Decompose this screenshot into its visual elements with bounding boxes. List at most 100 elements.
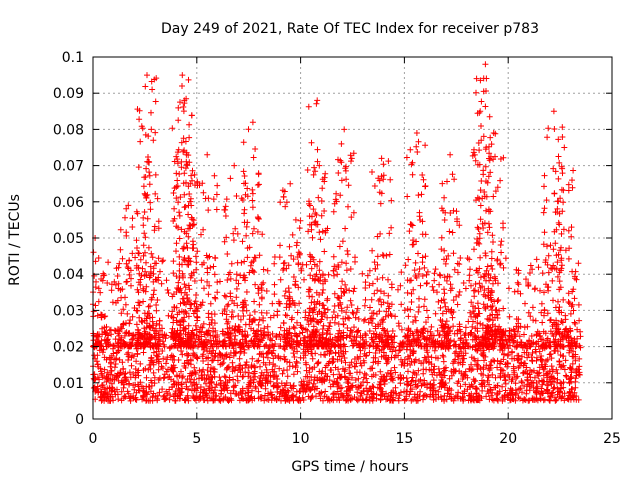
data-point [379, 343, 386, 350]
data-point [136, 107, 143, 114]
data-point [454, 327, 461, 334]
data-point [105, 371, 112, 378]
data-point [153, 320, 160, 327]
data-point [573, 276, 580, 283]
data-point [338, 330, 345, 337]
data-point [564, 395, 571, 402]
data-point [559, 319, 566, 326]
data-point [483, 75, 490, 82]
data-point [366, 282, 373, 289]
data-point [513, 390, 520, 397]
data-point [258, 372, 264, 379]
data-point [331, 272, 337, 279]
data-point [431, 277, 438, 284]
data-point [457, 255, 464, 261]
data-point [468, 354, 475, 361]
data-point [331, 303, 338, 309]
data-point [414, 397, 421, 404]
data-point [213, 206, 220, 213]
data-point [421, 335, 428, 342]
data-point [414, 327, 421, 333]
data-point [314, 385, 320, 392]
data-point [474, 328, 481, 335]
data-point [535, 338, 542, 345]
data-point [272, 363, 278, 369]
data-point [114, 326, 121, 333]
data-point [402, 333, 409, 339]
data-point [252, 373, 259, 380]
data-point [510, 338, 517, 345]
data-point [129, 250, 136, 257]
data-point [211, 397, 218, 404]
data-point [485, 372, 492, 379]
data-point [540, 372, 547, 379]
data-point [480, 225, 487, 231]
data-point [144, 335, 151, 342]
data-point [492, 153, 498, 160]
data-point [127, 317, 134, 324]
data-point [208, 311, 215, 317]
data-point [205, 195, 212, 202]
data-point [147, 388, 154, 395]
data-point [528, 333, 535, 339]
data-point [316, 229, 323, 236]
data-point [247, 312, 253, 319]
data-point [511, 288, 518, 295]
data-point [462, 381, 469, 388]
data-point [119, 255, 126, 262]
data-point [448, 372, 455, 379]
data-point [544, 389, 551, 396]
data-point [102, 389, 109, 396]
data-point [498, 238, 505, 245]
data-point [544, 134, 551, 141]
data-point [456, 288, 463, 295]
data-point [352, 258, 358, 265]
data-point [502, 255, 509, 262]
data-point [246, 244, 253, 251]
data-point [117, 343, 124, 350]
data-point [363, 332, 369, 339]
data-point [506, 390, 513, 397]
data-point [110, 342, 117, 349]
data-point [211, 366, 218, 373]
data-point [185, 76, 192, 83]
data-point [467, 266, 473, 273]
data-point [176, 209, 183, 216]
data-point [221, 292, 228, 299]
data-point [439, 342, 446, 349]
data-point [385, 158, 392, 165]
data-point [177, 99, 183, 106]
data-point [226, 354, 233, 361]
x-tick-label: 20 [499, 431, 517, 447]
data-point [107, 326, 114, 333]
data-point [543, 342, 549, 349]
data-point [245, 344, 252, 351]
data-point [97, 289, 104, 296]
data-point [270, 355, 277, 362]
data-point [460, 352, 467, 359]
data-point [354, 389, 361, 396]
data-point [242, 274, 249, 281]
data-point [108, 287, 115, 294]
data-point [421, 325, 428, 332]
data-point [255, 285, 262, 292]
data-point [409, 330, 416, 337]
data-point [116, 260, 123, 267]
data-point [193, 292, 199, 298]
data-point [474, 161, 481, 168]
data-point [423, 307, 430, 314]
data-point [192, 339, 199, 346]
data-point [338, 285, 345, 292]
data-point [378, 190, 385, 197]
data-point [551, 375, 558, 382]
data-point [511, 355, 518, 362]
data-point [267, 314, 274, 321]
data-point [483, 331, 490, 338]
data-point [189, 238, 196, 245]
data-point [146, 362, 153, 368]
data-point [383, 308, 390, 315]
data-point [455, 292, 462, 299]
data-point [260, 335, 267, 342]
data-point [547, 317, 553, 324]
data-point [381, 377, 388, 384]
